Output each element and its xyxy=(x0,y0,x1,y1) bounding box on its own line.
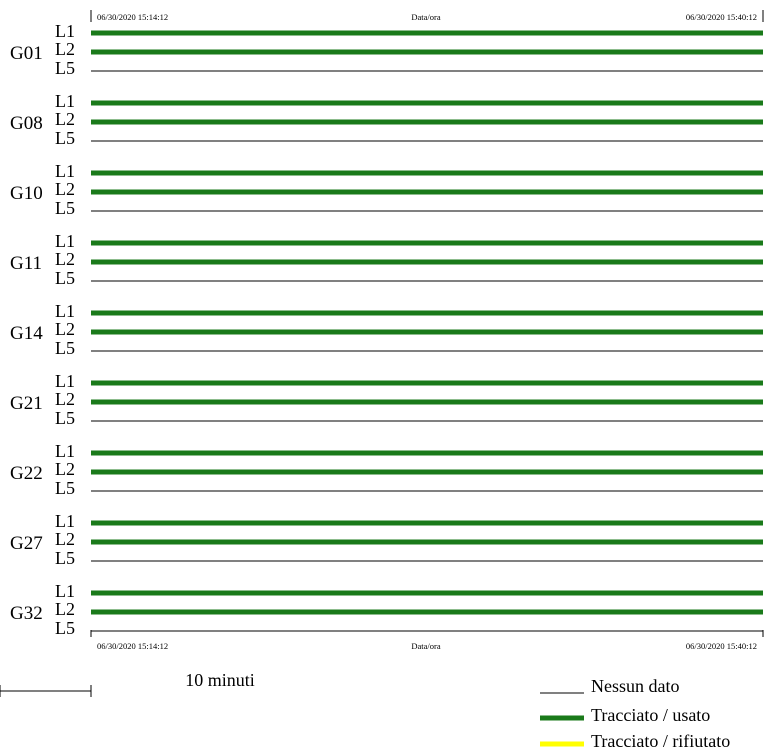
signal-label: L2 xyxy=(55,319,75,339)
satellite-label: G08 xyxy=(10,113,43,134)
signal-label: L1 xyxy=(55,161,75,181)
satellite-rows: G01L1L2L5G08L1L2L5G10L1L2L5G11L1L2L5G14L… xyxy=(10,21,763,638)
satellite-label: G21 xyxy=(10,393,43,414)
signal-label: L2 xyxy=(55,599,75,619)
legend: Nessun dato Tracciato / usato Tracciato / … xyxy=(540,676,730,751)
time-end-bottom: 06/30/2020 15:40:12 xyxy=(686,641,757,651)
signal-label: L1 xyxy=(55,441,75,461)
legend-item-no-data: Nessun dato xyxy=(540,676,680,696)
legend-item-used: Tracciato / usato xyxy=(540,705,710,725)
signal-label: L2 xyxy=(55,39,75,59)
signal-label: L2 xyxy=(55,249,75,269)
legend-item-rejected: Tracciato / rifiutato xyxy=(540,731,730,751)
signal-label: L2 xyxy=(55,179,75,199)
satellite-label: G22 xyxy=(10,463,43,484)
satellite-label: G32 xyxy=(10,603,43,624)
signal-label: L1 xyxy=(55,231,75,251)
signal-label: L5 xyxy=(55,198,75,218)
signal-label: L1 xyxy=(55,581,75,601)
signal-label: L5 xyxy=(55,618,75,638)
time-start-bottom: 06/30/2020 15:14:12 xyxy=(97,641,168,651)
signal-label: L5 xyxy=(55,478,75,498)
satellite-label: G14 xyxy=(10,323,43,344)
satellite-label: G10 xyxy=(10,183,43,204)
time-end-top: 06/30/2020 15:40:12 xyxy=(686,12,757,22)
signal-label: L2 xyxy=(55,109,75,129)
signal-label: L1 xyxy=(55,91,75,111)
time-axis-title-top: Data/ora xyxy=(411,12,440,22)
signal-label: L5 xyxy=(55,128,75,148)
satellite-label: G01 xyxy=(10,43,43,64)
scale-bar-label: 10 minuti xyxy=(185,670,255,690)
signal-label: L2 xyxy=(55,459,75,479)
signal-label: L2 xyxy=(55,389,75,409)
signal-label: L5 xyxy=(55,268,75,288)
signal-label: L1 xyxy=(55,21,75,41)
signal-label: L1 xyxy=(55,511,75,531)
time-axis-title-bottom: Data/ora xyxy=(411,641,440,651)
scale-bar: 10 minuti xyxy=(0,670,255,697)
signal-label: L1 xyxy=(55,301,75,321)
legend-label: Tracciato / usato xyxy=(591,705,710,725)
signal-label: L5 xyxy=(55,338,75,358)
signal-label: L2 xyxy=(55,529,75,549)
legend-label: Tracciato / rifiutato xyxy=(591,731,730,751)
satellite-label: G11 xyxy=(10,253,42,274)
time-axis-labels: 06/30/2020 15:14:12 Data/ora 06/30/2020 … xyxy=(97,12,757,651)
satellite-label: G27 xyxy=(10,533,43,554)
legend-label: Nessun dato xyxy=(591,676,680,696)
signal-label: L5 xyxy=(55,58,75,78)
signal-label: L5 xyxy=(55,408,75,428)
signal-label: L5 xyxy=(55,548,75,568)
time-start-top: 06/30/2020 15:14:12 xyxy=(97,12,168,22)
signal-label: L1 xyxy=(55,371,75,391)
